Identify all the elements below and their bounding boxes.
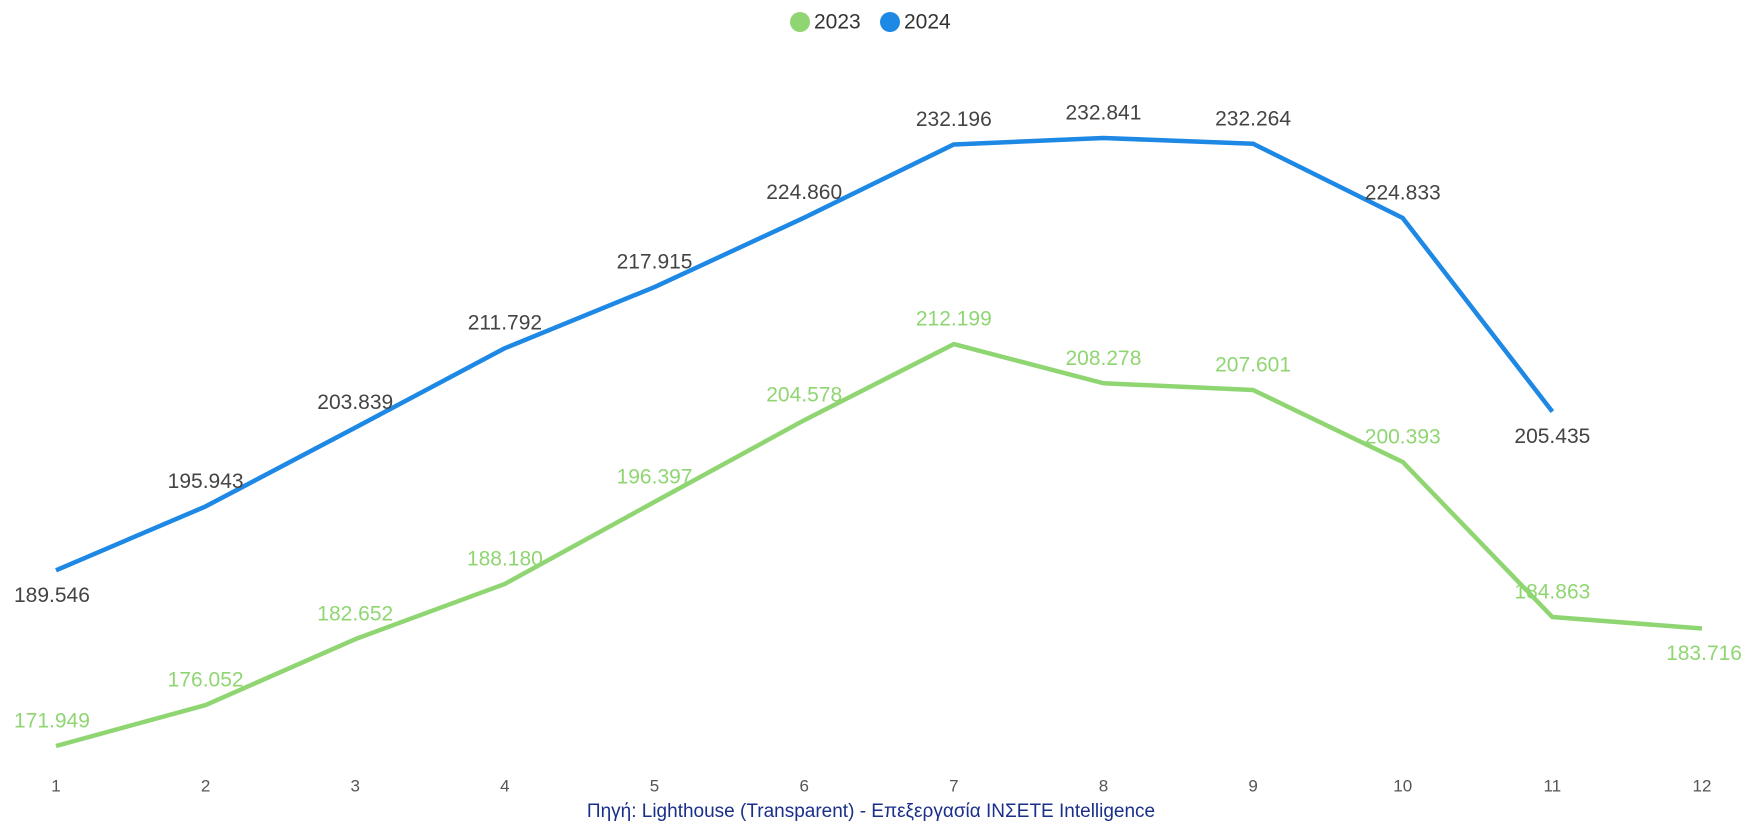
x-tick-label: 1 xyxy=(51,776,60,795)
data-label: 207.601 xyxy=(1215,354,1291,377)
data-label: 182.652 xyxy=(317,603,393,626)
data-label: 195.943 xyxy=(168,470,244,493)
data-label: 212.199 xyxy=(916,308,992,331)
x-tick-label: 6 xyxy=(799,776,808,795)
data-label: 224.860 xyxy=(766,181,842,204)
series-line xyxy=(55,135,1555,573)
x-tick-label: 8 xyxy=(1099,776,1108,795)
data-label: 183.716 xyxy=(1666,642,1742,665)
x-tick-label: 9 xyxy=(1248,776,1257,795)
x-tick-label: 10 xyxy=(1393,776,1412,795)
data-label: 184.863 xyxy=(1514,581,1590,604)
data-label: 211.792 xyxy=(468,312,542,335)
data-label: 189.546 xyxy=(14,584,90,607)
x-tick-label: 3 xyxy=(351,776,360,795)
legend-marker xyxy=(790,12,810,32)
data-label: 224.833 xyxy=(1365,182,1441,205)
data-label: 188.180 xyxy=(467,547,543,570)
x-tick-label: 5 xyxy=(650,776,659,795)
legend-label: 2024 xyxy=(904,11,951,34)
data-label: 200.393 xyxy=(1365,426,1441,449)
data-label: 205.435 xyxy=(1514,425,1590,448)
data-label: 204.578 xyxy=(766,384,842,407)
x-tick-label: 11 xyxy=(1544,776,1562,795)
data-label: 203.839 xyxy=(317,391,393,414)
data-label: 232.196 xyxy=(916,108,992,131)
x-tick-label: 4 xyxy=(500,776,509,795)
legend-marker xyxy=(880,12,900,32)
data-label: 176.052 xyxy=(168,669,244,692)
data-label: 232.264 xyxy=(1215,107,1291,130)
data-label: 208.278 xyxy=(1065,347,1141,370)
data-label: 217.915 xyxy=(617,251,693,274)
data-label: 171.949 xyxy=(14,710,90,733)
x-tick-label: 7 xyxy=(949,776,958,795)
legend-label: 2023 xyxy=(814,11,861,34)
x-tick-label: 2 xyxy=(201,776,210,795)
series-line xyxy=(55,341,1703,749)
data-label: 232.841 xyxy=(1065,102,1141,125)
x-tick-label: 12 xyxy=(1693,776,1712,795)
data-label: 196.397 xyxy=(617,465,693,488)
source-note: Πηγή: Lighthouse (Transparent) - Επεξεργ… xyxy=(587,801,1155,822)
